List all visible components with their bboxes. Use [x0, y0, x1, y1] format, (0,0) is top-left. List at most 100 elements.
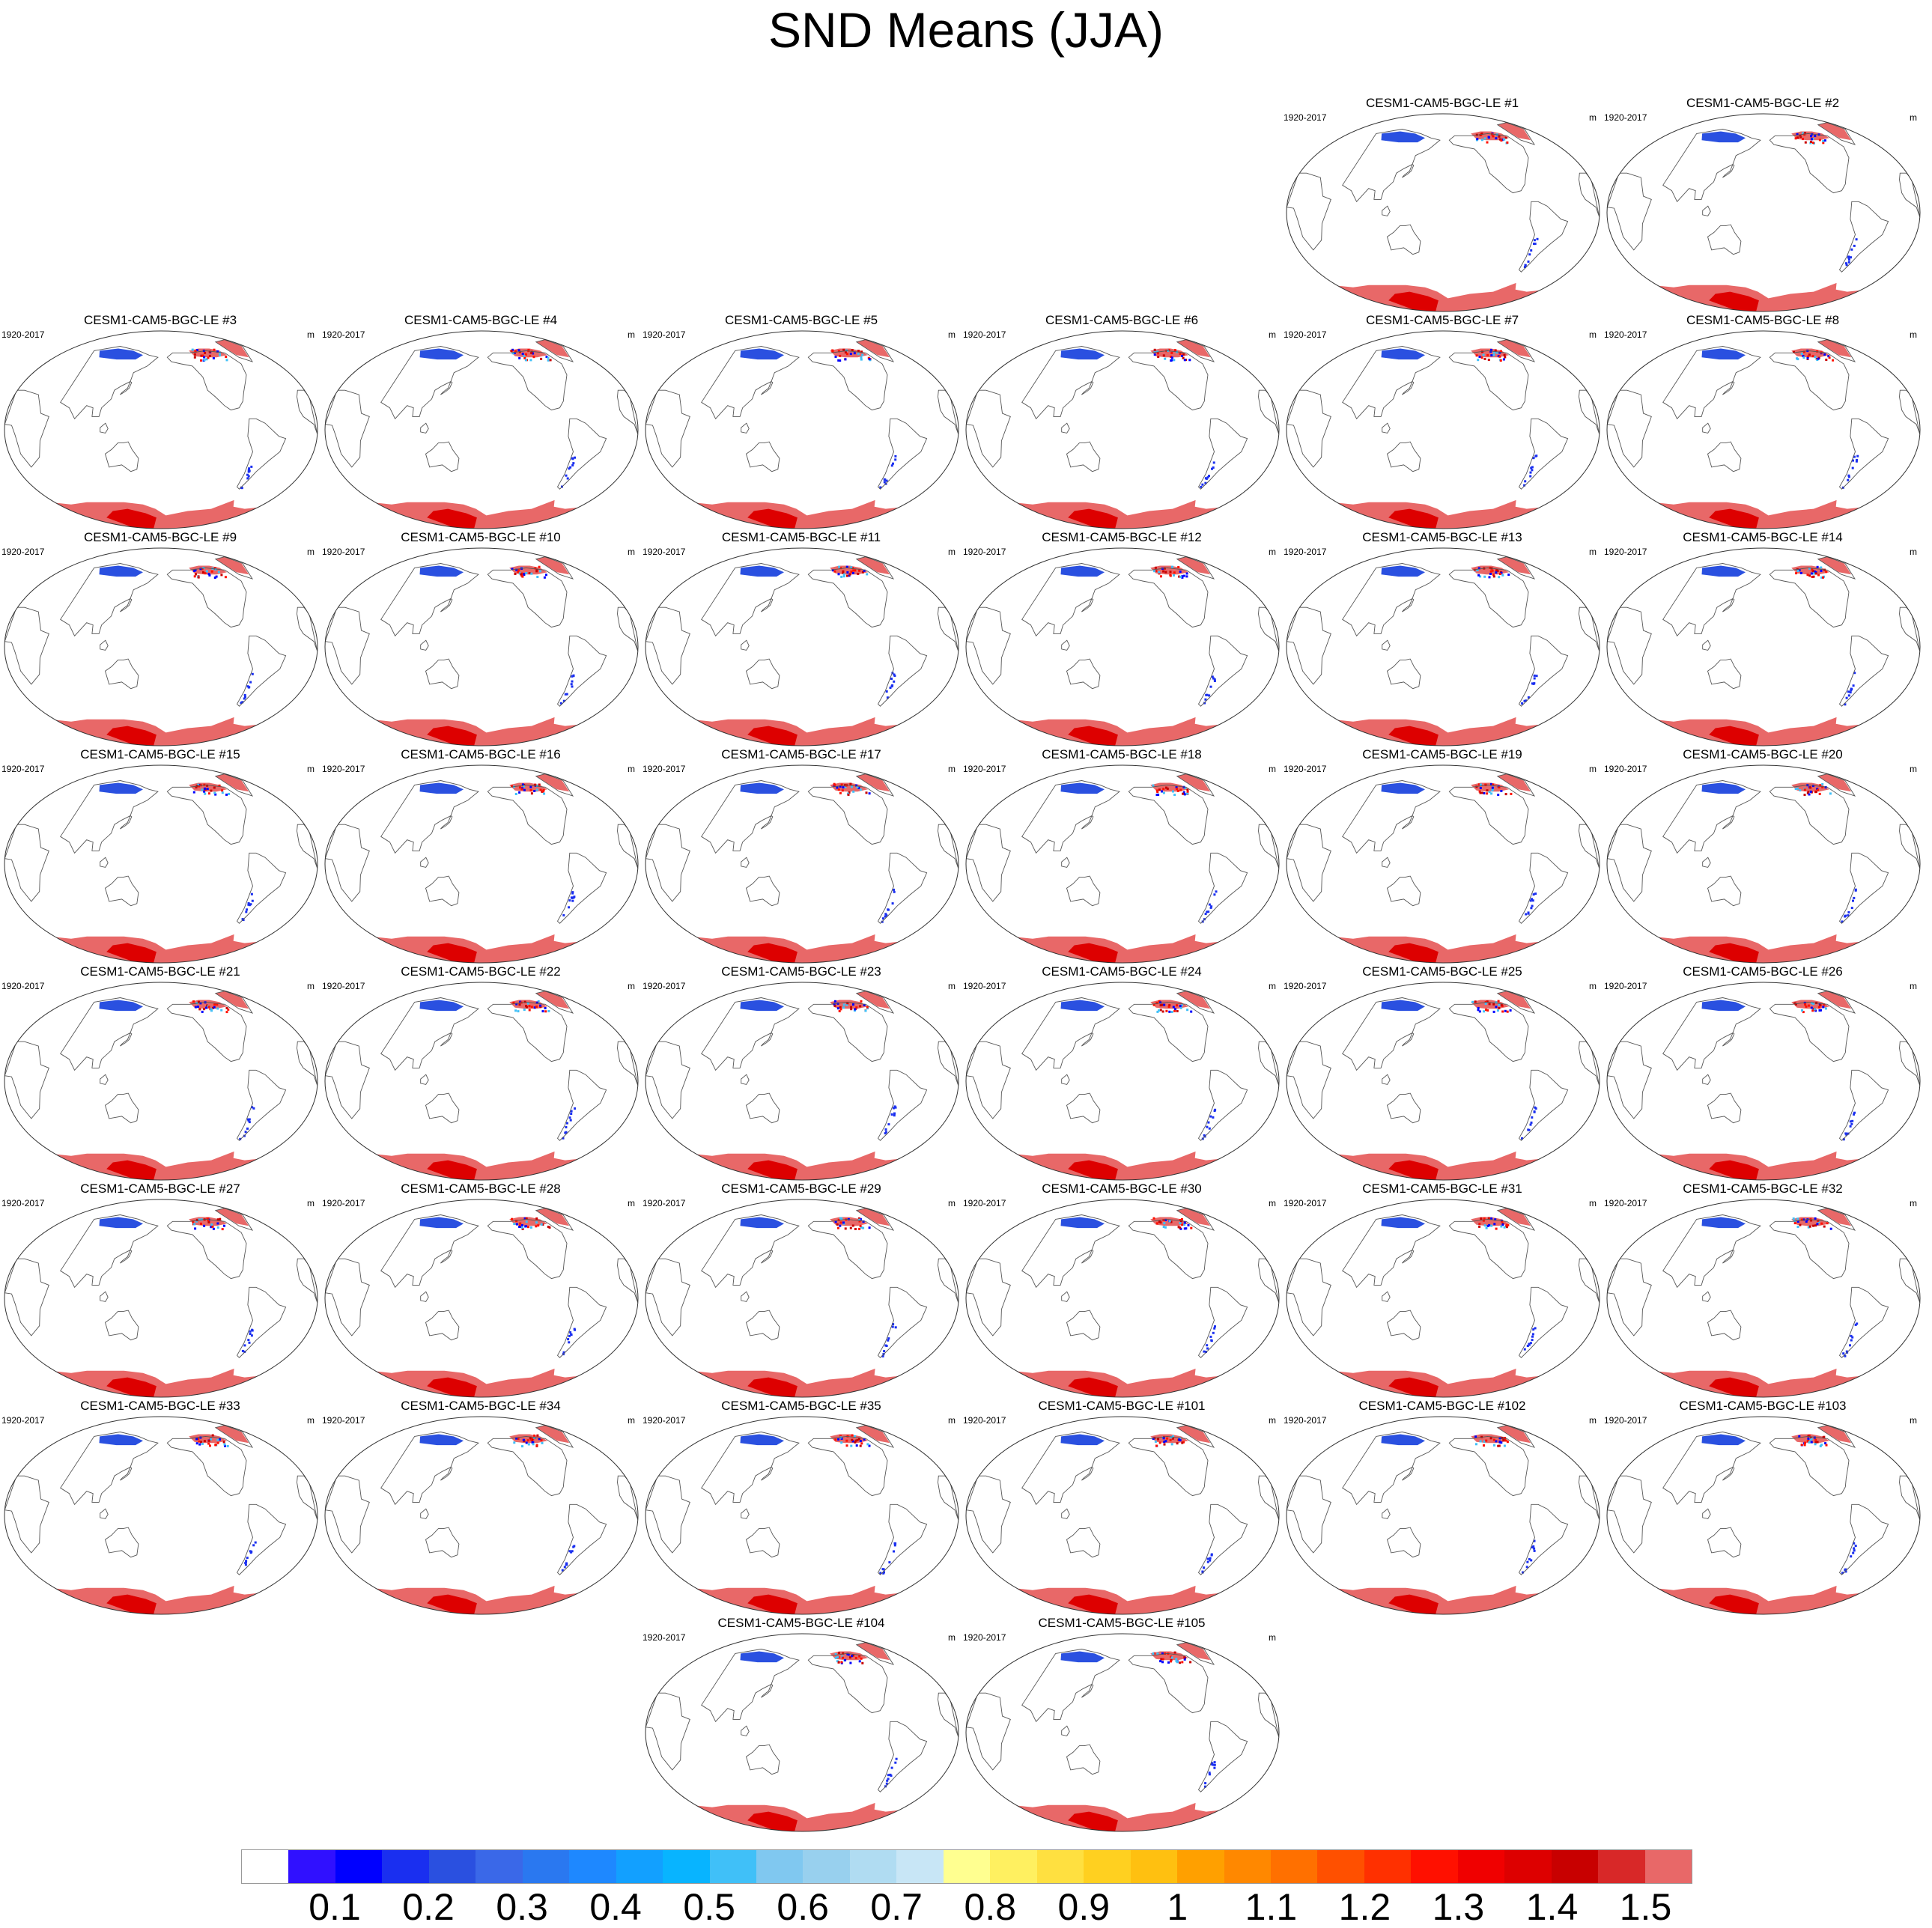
map-border [965, 1199, 1280, 1398]
coastline-namerica [1769, 784, 1850, 845]
coastline-greenland [535, 556, 574, 580]
map-panel: CESM1-CAM5-BGC-LE #28 1920-2017 m [321, 1182, 641, 1399]
siberia-snow-blue [1060, 1217, 1105, 1229]
coastline-namerica [807, 350, 888, 411]
world-map [645, 1416, 959, 1615]
coastline-japan [761, 380, 774, 395]
coastline-samerica [556, 418, 607, 490]
world-map [965, 1633, 1280, 1832]
siberia-snow-blue [99, 782, 143, 794]
world-map [4, 764, 318, 964]
coastline-asia [701, 563, 800, 637]
snow-speckles [1152, 1000, 1217, 1140]
coastline-borneo [420, 1508, 429, 1519]
coastline-australia [1707, 224, 1742, 255]
coastline-samerica [556, 1069, 607, 1141]
map-panel: CESM1-CAM5-BGC-LE #4 1920-2017 m [321, 313, 641, 530]
world-map [645, 330, 959, 529]
coastline-africaE [1287, 1041, 1331, 1119]
coastline-asia [1662, 1432, 1761, 1506]
coastline-japan [120, 1032, 133, 1047]
panel-period: 1920-2017 [322, 547, 365, 557]
coastline-borneo [1702, 1074, 1711, 1085]
colorbar-tick-label: 1 [1167, 1886, 1188, 1928]
antarctica-snow [1011, 499, 1227, 529]
snow-speckles [191, 348, 253, 490]
coastline-africaE [1607, 172, 1652, 251]
map-border [965, 1633, 1280, 1832]
antarctica-snow [370, 717, 586, 746]
panel-units: m [948, 764, 956, 774]
coastline-namerica [1128, 567, 1209, 628]
panel-units: m [948, 1415, 956, 1426]
coastline-greenland [855, 339, 895, 362]
coastline-namerica [1448, 784, 1529, 845]
antarctica-snow [1652, 282, 1868, 311]
map-border [324, 1199, 639, 1398]
coastline-africaE [1287, 824, 1331, 902]
snow-speckles [1793, 1001, 1856, 1141]
coastline-africaE [645, 1041, 690, 1119]
siberia-snow-blue [1381, 565, 1425, 577]
siberia-snow-blue [740, 782, 784, 794]
greenland-snow [215, 556, 249, 575]
antarctica-snow-core [1709, 726, 1759, 746]
arctic-snow-red [1150, 348, 1188, 358]
coastline-australia [1066, 875, 1101, 907]
coastline-samerica [1838, 1286, 1889, 1358]
panel-units: m [1269, 1415, 1276, 1426]
world-map [1606, 1199, 1921, 1398]
world-map [645, 982, 959, 1181]
coastline-australia [1707, 441, 1742, 472]
map-panel: CESM1-CAM5-BGC-LE #2 1920-2017 m [1603, 96, 1923, 313]
world-map [324, 330, 639, 529]
world-map [645, 547, 959, 746]
coastline-asia [380, 780, 479, 854]
siberia-snow-blue [1701, 782, 1746, 794]
coastline-africaE [1607, 1475, 1652, 1554]
coastline-japan [1722, 1466, 1735, 1481]
antarctica-snow [1331, 282, 1548, 311]
panel-units: m [1910, 981, 1917, 991]
coastline-namerica [487, 784, 568, 845]
panel-units: m [948, 981, 956, 991]
colorbar-box [1317, 1850, 1364, 1883]
map-panel: CESM1-CAM5-BGC-LE #103 1920-2017 m [1603, 1399, 1923, 1616]
panel-units: m [307, 764, 315, 774]
panel-title: CESM1-CAM5-BGC-LE #12 [1042, 530, 1202, 544]
map-border [965, 764, 1280, 964]
arctic-snow-red [509, 1217, 547, 1226]
coastline-samerica [236, 418, 287, 490]
coastline-namerica [487, 1435, 568, 1497]
coastline-borneo [1382, 857, 1391, 868]
coastline-japan [440, 1249, 453, 1264]
coastline-samerica [1838, 418, 1889, 490]
coastline-greenland [1817, 773, 1856, 797]
world-map [324, 1199, 639, 1398]
coastline-australia [104, 1310, 139, 1341]
snow-speckles [1795, 565, 1856, 706]
coastline-namerica [1769, 1435, 1850, 1497]
antarctica-snow [1011, 1585, 1227, 1614]
map-panel: CESM1-CAM5-BGC-LE #104 1920-2017 m [641, 1616, 962, 1833]
coastline-asia [1662, 563, 1761, 637]
map-panel: CESM1-CAM5-BGC-LE #17 1920-2017 m [641, 747, 962, 964]
greenland-snow [535, 773, 570, 792]
coastline-africa [297, 824, 318, 869]
coastline-japan [1402, 1466, 1415, 1481]
panel-units: m [948, 547, 956, 557]
map-panel: CESM1-CAM5-BGC-LE #102 1920-2017 m [1282, 1399, 1603, 1616]
coastline-asia [380, 997, 479, 1071]
coastline-greenland [855, 1208, 895, 1231]
coastline-samerica [556, 852, 607, 924]
coastline-australia [1707, 875, 1742, 907]
map-border [324, 764, 639, 964]
coastline-africa [1258, 1475, 1279, 1521]
coastline-greenland [535, 773, 574, 797]
coastline-africaE [1287, 389, 1331, 468]
coastline-asia [1021, 1214, 1120, 1289]
colorbar-box [849, 1850, 897, 1883]
antarctica-snow-core [1709, 1377, 1759, 1397]
coastline-borneo [1382, 1291, 1391, 1302]
coastline-asia [1021, 1649, 1120, 1723]
